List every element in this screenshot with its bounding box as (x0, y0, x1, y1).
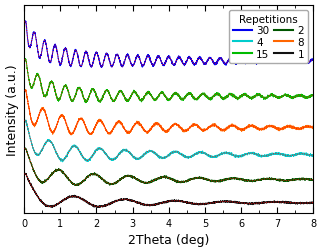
Y-axis label: Intensity (a.u.): Intensity (a.u.) (5, 64, 19, 155)
Legend: 30, 4, 15, 2, 8, 1: 30, 4, 15, 2, 8, 1 (229, 11, 308, 64)
X-axis label: 2Theta (deg): 2Theta (deg) (128, 234, 209, 246)
